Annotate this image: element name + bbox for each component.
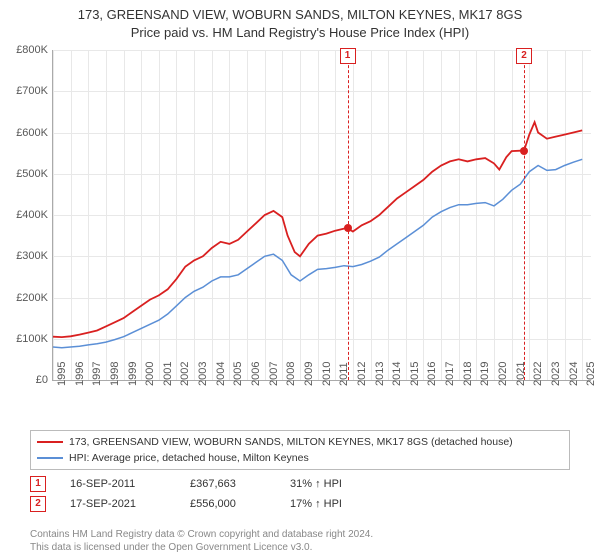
chart-container: 173, GREENSAND VIEW, WOBURN SANDS, MILTO… — [0, 0, 600, 560]
footnote: Contains HM Land Registry data © Crown c… — [30, 528, 570, 554]
event-marker-box: 2 — [516, 48, 532, 64]
sale-price: £556,000 — [190, 498, 280, 510]
footnote-line-2: This data is licensed under the Open Gov… — [30, 541, 570, 554]
sale-pct-vs-hpi: 31% ↑ HPI — [290, 478, 400, 490]
x-tick-label: 2006 — [250, 362, 262, 386]
legend-label: 173, GREENSAND VIEW, WOBURN SANDS, MILTO… — [69, 436, 513, 448]
x-tick-label: 2024 — [568, 362, 580, 386]
legend-row: 173, GREENSAND VIEW, WOBURN SANDS, MILTO… — [37, 434, 563, 450]
event-dash-line — [348, 50, 349, 380]
sale-price: £367,663 — [190, 478, 280, 490]
x-tick-label: 2009 — [303, 362, 315, 386]
x-tick-label: 2018 — [462, 362, 474, 386]
footnote-line-1: Contains HM Land Registry data © Crown c… — [30, 528, 570, 541]
y-tick-label: £800K — [0, 44, 48, 56]
title-line-2: Price paid vs. HM Land Registry's House … — [0, 24, 600, 42]
x-tick-label: 2002 — [179, 362, 191, 386]
x-tick-label: 2001 — [162, 362, 174, 386]
x-tick-label: 2000 — [144, 362, 156, 386]
x-tick-label: 2020 — [497, 362, 509, 386]
plot-background: 12 — [52, 50, 591, 381]
title-line-1: 173, GREENSAND VIEW, WOBURN SANDS, MILTO… — [0, 6, 600, 24]
event-dot — [344, 224, 352, 232]
sales-table: 1 16-SEP-2011 £367,663 31% ↑ HPI 2 17-SEP-202… — [30, 474, 570, 514]
x-tick-label: 2022 — [532, 362, 544, 386]
x-tick-label: 2025 — [585, 362, 597, 386]
x-tick-label: 2014 — [391, 362, 403, 386]
event-dash-line — [524, 50, 525, 380]
y-tick-label: £100K — [0, 333, 48, 345]
title-block: 173, GREENSAND VIEW, WOBURN SANDS, MILTO… — [0, 0, 600, 42]
sale-marker-box: 2 — [30, 496, 46, 512]
x-tick-label: 2008 — [285, 362, 297, 386]
legend-row: HPI: Average price, detached house, Milt… — [37, 450, 563, 466]
legend-swatch — [37, 457, 63, 459]
sale-date: 16-SEP-2011 — [70, 478, 180, 490]
x-tick-label: 2010 — [321, 362, 333, 386]
y-tick-label: £700K — [0, 85, 48, 97]
sale-pct-vs-hpi: 17% ↑ HPI — [290, 498, 400, 510]
y-tick-label: £300K — [0, 250, 48, 262]
sale-marker-box: 1 — [30, 476, 46, 492]
legend-label: HPI: Average price, detached house, Milt… — [69, 452, 309, 464]
x-tick-label: 2012 — [356, 362, 368, 386]
x-tick-label: 2004 — [215, 362, 227, 386]
y-tick-label: £400K — [0, 209, 48, 221]
legend-box: 173, GREENSAND VIEW, WOBURN SANDS, MILTO… — [30, 430, 570, 470]
x-tick-label: 2023 — [550, 362, 562, 386]
x-tick-label: 2021 — [515, 362, 527, 386]
x-tick-label: 1995 — [56, 362, 68, 386]
sale-row: 1 16-SEP-2011 £367,663 31% ↑ HPI — [30, 474, 570, 494]
property-line — [53, 122, 582, 337]
hpi-line — [53, 159, 582, 347]
x-tick-label: 2007 — [268, 362, 280, 386]
legend-swatch — [37, 441, 63, 443]
x-tick-label: 2015 — [409, 362, 421, 386]
line-series-svg — [53, 50, 591, 380]
x-tick-label: 2005 — [232, 362, 244, 386]
y-tick-label: £0 — [0, 374, 48, 386]
y-tick-label: £200K — [0, 292, 48, 304]
x-tick-label: 1997 — [91, 362, 103, 386]
x-tick-label: 2011 — [338, 362, 350, 386]
x-tick-label: 1999 — [127, 362, 139, 386]
y-tick-label: £500K — [0, 168, 48, 180]
event-marker-box: 1 — [340, 48, 356, 64]
x-tick-label: 2016 — [426, 362, 438, 386]
sale-date: 17-SEP-2021 — [70, 498, 180, 510]
event-dot — [520, 147, 528, 155]
x-tick-label: 2019 — [479, 362, 491, 386]
x-tick-label: 2013 — [374, 362, 386, 386]
x-tick-label: 1998 — [109, 362, 121, 386]
x-tick-label: 2017 — [444, 362, 456, 386]
x-tick-label: 1996 — [74, 362, 86, 386]
sale-row: 2 17-SEP-2021 £556,000 17% ↑ HPI — [30, 494, 570, 514]
chart-area: 12 £0£100K£200K£300K£400K£500K£600K£700K… — [52, 50, 590, 380]
x-tick-label: 2003 — [197, 362, 209, 386]
y-tick-label: £600K — [0, 127, 48, 139]
